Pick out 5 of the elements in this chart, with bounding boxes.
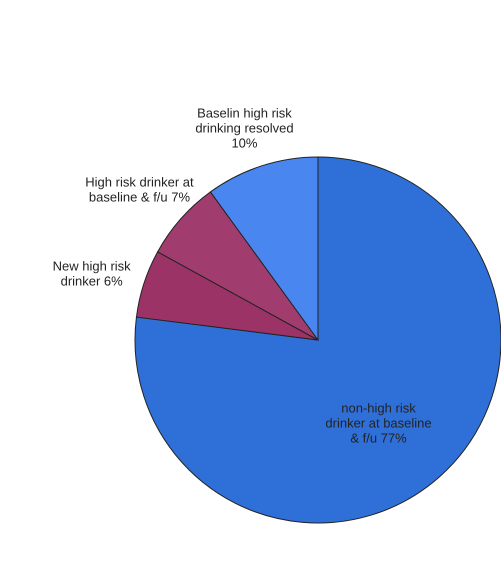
slice-label: Baselin high risk drinking resolved (195, 106, 294, 136)
data-label: 10% (231, 136, 258, 151)
slice-label: non-high risk drinker at baseline & f/u 77% (325, 400, 432, 446)
slice-label: New high risk drinker 6% (52, 258, 132, 288)
slice-label: High risk drinker at baseline & f/u 7% (85, 174, 194, 205)
